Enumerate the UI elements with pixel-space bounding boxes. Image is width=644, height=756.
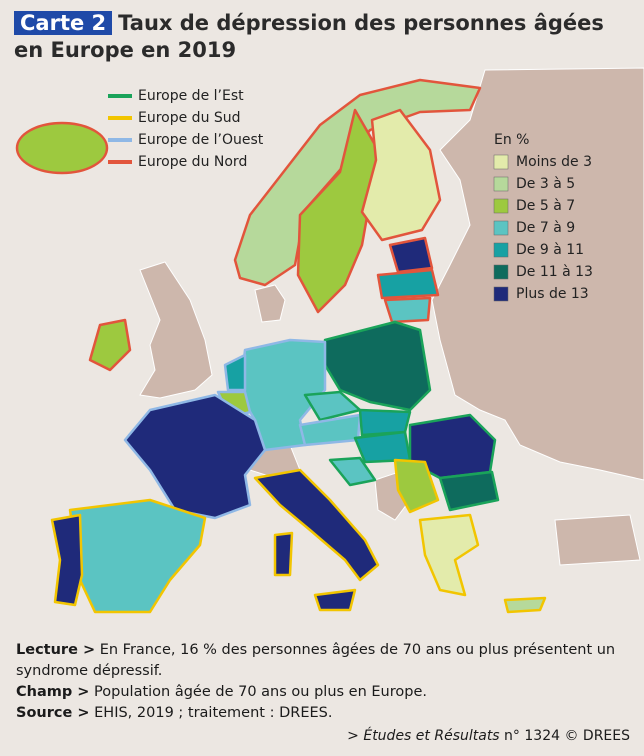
serbia [393,458,440,514]
class-label: Plus de 13 [516,286,589,302]
spain [68,498,207,614]
class-legend-title: En % [494,132,529,148]
region-label: Europe du Sud [138,110,241,126]
netherlands [223,353,247,392]
class-label: Moins de 3 [516,154,592,170]
austria [298,413,362,447]
region-legend: Europe de l’Est Europe du Sud Europe de l’… [108,88,264,170]
class-swatch [493,242,509,258]
region-label: Europe de l’Est [138,88,244,104]
header: Carte 2 Taux de dépression des personnes … [14,10,634,64]
footer-italic: Études et Résultats [363,728,500,744]
class-swatch [493,198,509,214]
footer: > Études et Résultats n° 1324 © DREES [347,728,630,744]
estonia [388,236,434,274]
countries [15,78,547,614]
note-text: Population âgée de 70 ans ou plus en Eur… [94,684,427,700]
note-label: Lecture > [16,642,96,658]
sicily [313,588,357,612]
class-legend: En % Moins de 3 De 3 à 5 De 5 à 7 De 7 à 9 De… [493,132,593,302]
region-label: Europe du Nord [138,154,247,170]
hungary [353,430,412,464]
ireland [88,318,132,372]
notes: Lecture > En France, 16 % des personnes … [16,640,628,724]
land-no-data [139,67,644,566]
map: Europe de l’Est Europe du Sud Europe de l’… [15,67,644,614]
finland [360,108,442,242]
bulgaria [438,470,500,512]
class-swatch [493,286,509,302]
iceland [15,121,109,175]
latvia [376,268,440,300]
title-line: Taux de dépression des personnes âgées [118,11,604,35]
norway [233,78,482,287]
italy [253,468,380,582]
footer-prefix: > [347,728,364,744]
note: Lecture > En France, 16 % des personnes … [16,640,628,682]
class-swatch [493,154,509,170]
class-label: De 5 à 7 [516,198,575,214]
note-label: Champ > [16,684,90,700]
class-label: De 3 à 5 [516,176,575,192]
note-text: EHIS, 2019 ; traitement : DREES. [94,705,333,721]
france [123,393,267,520]
poland [323,320,432,412]
class-swatch [493,220,509,236]
cyprus [503,596,547,614]
title-line: en Europe en 2019 [14,38,237,62]
badge: Carte 2 [14,11,113,35]
lithuania [383,296,432,324]
portugal [50,513,84,607]
greece [418,513,480,597]
class-label: De 7 à 9 [516,220,575,236]
note-text: En France, 16 % des personnes âgées de 7… [16,642,616,679]
note: Champ > Population âgée de 70 ans ou plu… [16,682,628,703]
footer-rest: n° 1324 © DREES [499,728,630,744]
class-label: De 9 à 11 [516,242,584,258]
class-swatch [493,176,509,192]
croatia [328,456,377,487]
note: Source > EHIS, 2019 ; traitement : DREES… [16,703,628,724]
region-label: Europe de l’Ouest [138,132,264,148]
class-swatch [493,264,509,280]
class-label: De 11 à 13 [516,264,593,280]
note-label: Source > [16,705,90,721]
sweden [296,108,380,314]
sardinia [273,531,294,577]
